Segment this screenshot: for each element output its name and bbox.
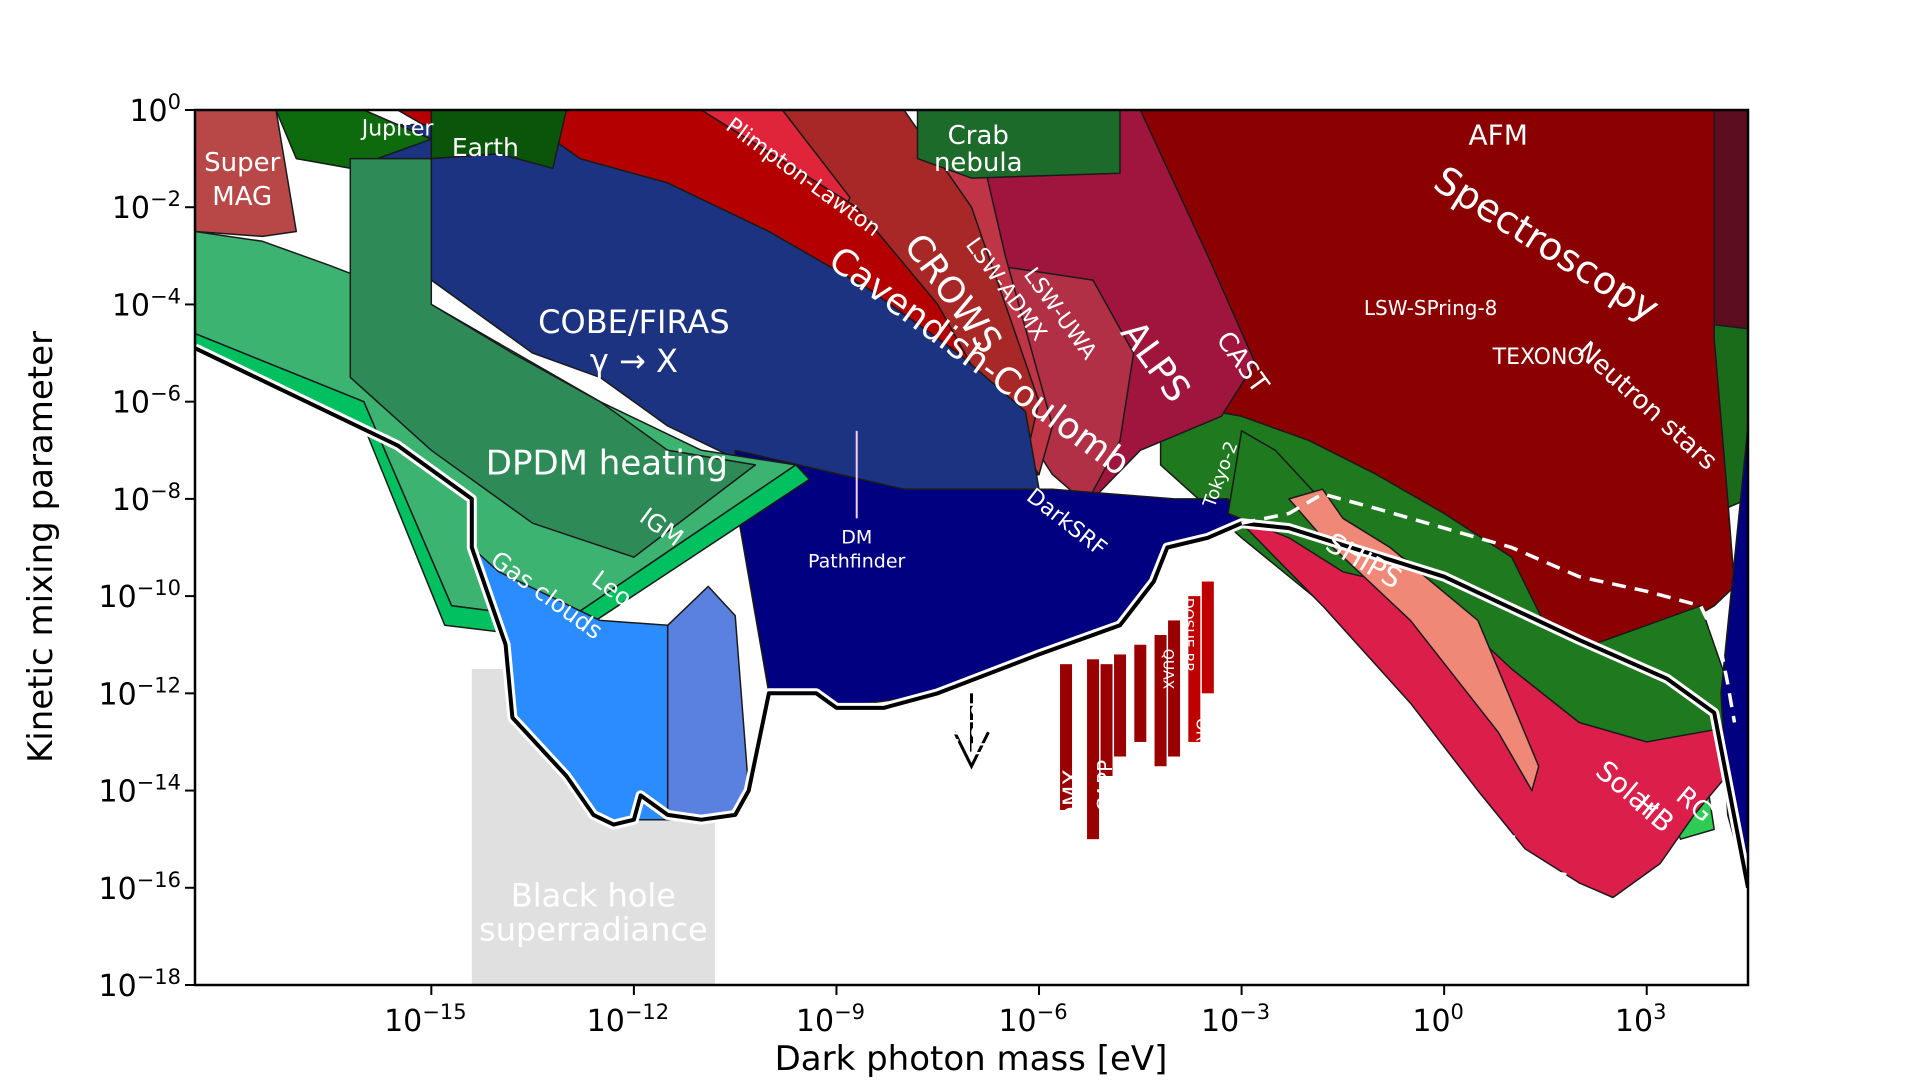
- y-tick-label: 10−12: [98, 673, 181, 712]
- y-axis: 100 10−2 10−4 10−6 10−8 10−10 10−12 10−14 10−16 1…: [98, 90, 195, 1004]
- label-admx: ADMX: [1058, 769, 1086, 841]
- label-earth: Earth: [452, 133, 519, 162]
- label-lampost: LAMPOST: [1252, 705, 1352, 729]
- label-photon: photon: [894, 795, 1035, 841]
- label-funk: FUNK: [1343, 748, 1426, 783]
- dm-boundary-line: [195, 346, 1748, 889]
- label-dmx: DMX: [1019, 708, 1059, 728]
- haloscope-bar-8: [1201, 581, 1214, 694]
- x-tick-label: 10−15: [384, 1000, 467, 1039]
- label-cobe-firas: COBE/FIRAS: [538, 303, 729, 341]
- y-tick-label: 10−10: [98, 576, 181, 615]
- label-x: γ → X: [590, 342, 678, 380]
- label-mudhi: MuDHI: [1220, 632, 1290, 656]
- label-orpheus: ORPHEUS: [1193, 718, 1212, 795]
- y-tick-label: 10−6: [112, 382, 181, 421]
- region-jupiter: [275, 110, 433, 170]
- label-dark: Dark: [936, 711, 966, 773]
- region-igm: [349, 157, 757, 558]
- label-super: Super: [204, 148, 280, 178]
- label-dm: DM: [932, 834, 997, 880]
- label-quax: QUAX: [1159, 649, 1175, 690]
- x-tick-label: 10−12: [587, 1000, 670, 1039]
- label-afm: AFM: [1468, 119, 1527, 152]
- label-dpdm-heating: DPDM heating: [486, 443, 728, 483]
- y-tick-label: 10−18: [98, 965, 181, 1004]
- haloscope-bar-3: [1114, 654, 1127, 757]
- label-dosue-rr: DOSUE-RR: [1180, 598, 1196, 673]
- region-gas-clouds-2: [666, 585, 750, 821]
- label-superradiance: superradiance: [479, 911, 708, 949]
- label-e-field: E-field: [963, 701, 993, 783]
- x-tick-label: 103: [1615, 1000, 1667, 1039]
- label-haystac: HAYSTAC: [1123, 784, 1142, 856]
- plot-frame: [193, 108, 1750, 987]
- label-dark: Dark: [917, 756, 1013, 802]
- label-capp: CAPP: [1093, 760, 1117, 812]
- label-nebula: nebula: [934, 148, 1023, 178]
- label-black-hole: Black hole: [511, 877, 676, 915]
- label-pathfinder: Pathfinder: [808, 551, 905, 573]
- label-crab: Crab: [948, 121, 1009, 151]
- dm-relic-dashed-curve: [1241, 492, 1737, 723]
- haloscope-bar-1: [1060, 664, 1073, 810]
- y-tick-label: 10−14: [98, 771, 181, 810]
- label-lsw-spring-8: LSW-SPring-8: [1364, 296, 1498, 320]
- y-tick-label: 100: [129, 90, 181, 129]
- haloscope-bar-7: [1188, 596, 1201, 742]
- haloscope-bar-6: [1168, 620, 1181, 757]
- haloscope-bar-0: [1087, 659, 1100, 840]
- label-damic: DAMIC: [1361, 787, 1460, 822]
- label-dm: DM: [841, 526, 872, 548]
- label-tokyo-1: Tokyo-1: [1228, 666, 1336, 699]
- label-xenon: XENON: [1511, 900, 1633, 940]
- haloscope-bar-2: [1100, 664, 1113, 776]
- region-earth: [430, 110, 568, 170]
- dm-arrow-head: [953, 731, 990, 770]
- label-supercdms: SuperCDMS: [1427, 868, 1569, 896]
- label-sensei: SENSEI: [1411, 830, 1518, 865]
- y-tick-label: 10−16: [98, 868, 181, 907]
- x-tick-label: 100: [1412, 1000, 1464, 1039]
- haloscope-bar-5: [1154, 635, 1167, 767]
- x-tick-label: 10−6: [998, 1000, 1067, 1039]
- y-tick-label: 10−8: [112, 479, 181, 518]
- label-mag: MAG: [212, 182, 272, 212]
- label-jupiter: Jupiter: [360, 116, 435, 141]
- y-tick-label: 10−4: [112, 284, 181, 323]
- x-axis-title: Dark photon mass [eV]: [775, 1039, 1168, 1079]
- x-tick-label: 10−3: [1201, 1000, 1270, 1039]
- x-axis: 10−15 10−12 10−9 10−6 10−3 100 103: [384, 985, 1666, 1039]
- label-wisp: WISP: [1018, 683, 1061, 703]
- x-tick-label: 10−9: [796, 1000, 865, 1039]
- region-crab-nebula: [916, 110, 1121, 179]
- label-squad: SQuAD: [1157, 792, 1176, 848]
- y-axis-title: Kinetic mixing parameter: [21, 331, 61, 763]
- label-texono: TEXONO: [1492, 345, 1585, 370]
- y-tick-label: 10−2: [112, 187, 181, 226]
- haloscope-bar-4: [1134, 644, 1147, 742]
- region-super-mag: [195, 110, 298, 238]
- region-damic: [1288, 488, 1540, 792]
